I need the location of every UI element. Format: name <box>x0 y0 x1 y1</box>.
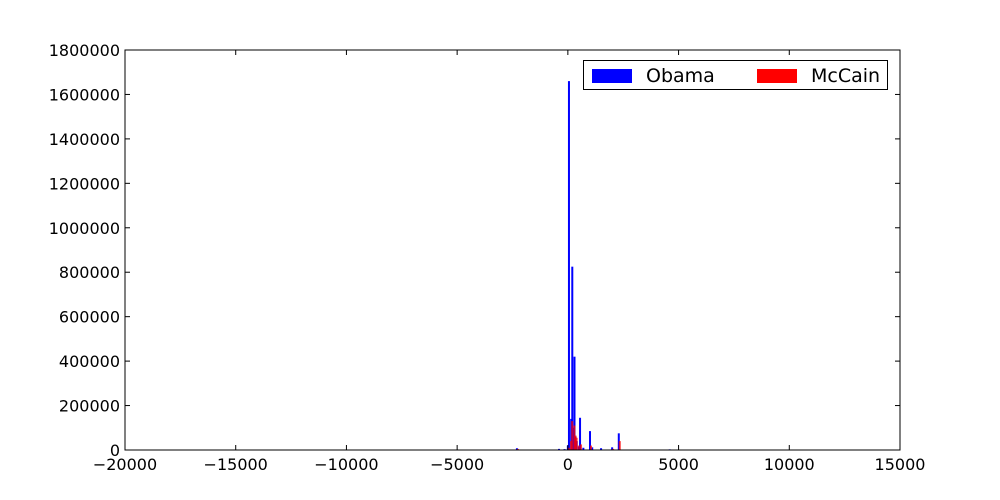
x-tick-label-5: 5000 <box>658 455 699 474</box>
bar-mccain-8 <box>580 444 583 450</box>
x-tick-label-2: −10000 <box>314 455 378 474</box>
x-tick-label-3: −5000 <box>430 455 484 474</box>
bar-obama-17 <box>611 447 614 450</box>
bar-obama-4 <box>567 81 570 451</box>
y-tick-label-9: 1800000 <box>49 41 120 60</box>
y-tick-label-4: 800000 <box>59 263 120 282</box>
bar-mccain-4 <box>573 425 576 450</box>
legend-swatch-1 <box>757 69 797 83</box>
bars-layer <box>515 81 671 451</box>
bar-mccain-5 <box>574 435 577 450</box>
bar-mccain-7 <box>577 445 580 450</box>
x-tick-label-7: 15000 <box>875 455 926 474</box>
bar-obama-6 <box>571 266 574 450</box>
legend-item-1: McCain <box>757 61 880 91</box>
bar-obama-13 <box>582 447 585 450</box>
y-tick-label-1: 200000 <box>59 397 120 416</box>
bar-mccain-11 <box>618 441 621 450</box>
x-tick-label-0: −20000 <box>93 455 157 474</box>
legend-label-1: McCain <box>811 65 881 87</box>
bar-obama-12 <box>579 417 582 450</box>
bar-mccain-6 <box>575 437 578 450</box>
bar-mccain-1 <box>567 447 570 450</box>
legend-label-0: Obama <box>646 65 715 87</box>
y-tick-label-3: 600000 <box>59 308 120 327</box>
bar-mccain-10 <box>612 448 615 450</box>
x-tick-label-6: 10000 <box>764 455 815 474</box>
bar-mccain-9 <box>590 445 592 450</box>
ticks-layer: −20000 −15000 −10000 −5000 0 5000 10000 15000 0 2… <box>49 41 926 474</box>
y-tick-label-5: 1000000 <box>49 219 120 238</box>
y-tick-label-7: 1400000 <box>49 130 120 149</box>
bar-obama-14 <box>589 431 591 450</box>
y-tick-label-8: 1600000 <box>49 85 120 104</box>
bar-obama-15 <box>591 447 594 450</box>
x-tick-label-4: 0 <box>563 455 573 474</box>
y-tick-label-6: 1200000 <box>49 174 120 193</box>
plot-frame <box>124 49 901 451</box>
legend: Obama McCain <box>583 60 888 90</box>
bar-mccain-2 <box>570 441 573 450</box>
legend-item-0: Obama <box>592 61 715 91</box>
bar-obama-8 <box>573 356 576 450</box>
y-tick-label-2: 400000 <box>59 352 120 371</box>
bar-mccain-0 <box>516 448 519 450</box>
x-tick-label-1: −15000 <box>204 455 268 474</box>
y-tick-label-0: 0 <box>110 441 120 460</box>
bar-mccain-3 <box>571 421 574 450</box>
legend-swatch-0 <box>592 69 632 83</box>
bar-obama-16 <box>600 448 603 450</box>
bar-obama-1 <box>558 448 560 450</box>
